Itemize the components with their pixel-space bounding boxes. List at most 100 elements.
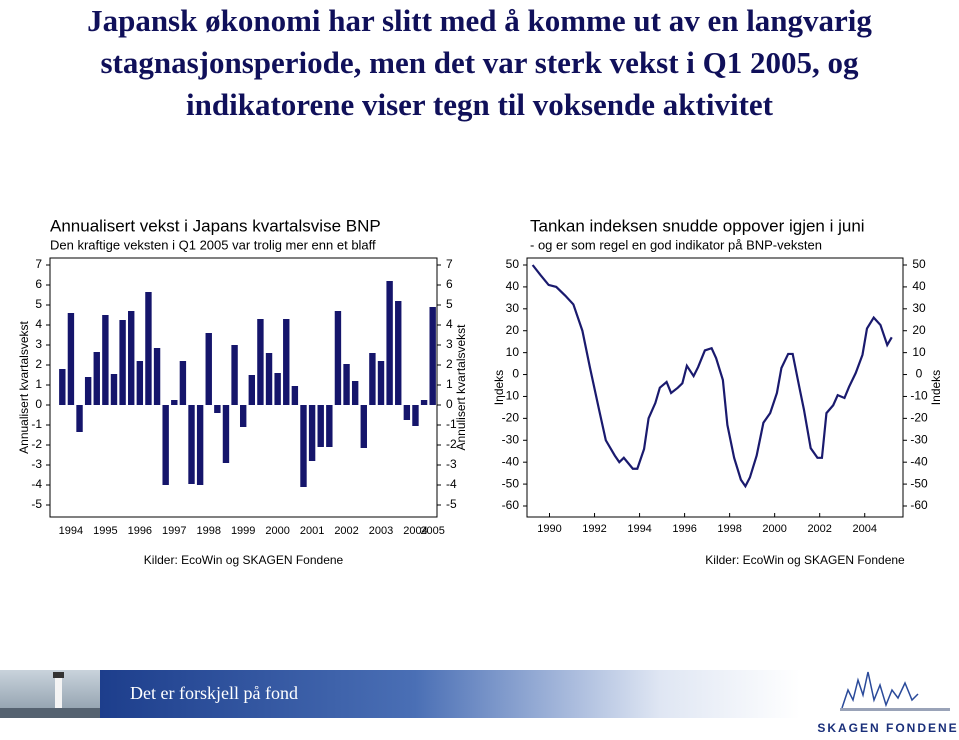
y-tick-label: -20 (502, 411, 520, 425)
bar (205, 333, 212, 405)
source: Kilder: EcoWin og SKAGEN Fondene (705, 553, 905, 567)
x-tick-label: 1995 (93, 525, 117, 537)
y-axis-title: Indeks (492, 370, 506, 405)
y-tick-label: 4 (35, 317, 42, 331)
y-tick-label: -5 (31, 497, 42, 511)
bar (110, 374, 118, 405)
y-tick-label: 30 (506, 301, 520, 315)
y2-axis-title: Indeks (929, 370, 943, 405)
logo-graph (841, 671, 919, 709)
bar (429, 307, 436, 405)
y-tick-label: 40 (506, 279, 520, 293)
y2-tick-label: 7 (446, 257, 453, 271)
y-tick-label: -2 (31, 437, 42, 451)
footer-logo: SKAGEN FONDENE (817, 721, 958, 735)
y2-tick-label: -50 (910, 476, 928, 490)
chart-subtitle: - og er som regel en god indikator på BN… (530, 237, 822, 252)
y2-axis-title: Annulisert kvartalsvekst (454, 324, 468, 451)
y-tick-label: -3 (31, 457, 42, 471)
footer: Det er forskjell på fond SKAGEN FONDENE (0, 670, 958, 735)
bar (317, 405, 324, 447)
lighthouse (55, 676, 62, 710)
bar (214, 405, 221, 413)
source: Kilder: EcoWin og SKAGEN Fondene (144, 553, 344, 567)
bar (265, 353, 273, 405)
x-tick-label: 1994 (59, 525, 83, 537)
y-tick-label: -60 (502, 498, 520, 512)
y-tick-label: 0 (512, 367, 519, 381)
x-tick-label: 2002 (334, 525, 358, 537)
x-tick-label: 2000 (265, 525, 289, 537)
bar (326, 405, 333, 447)
bar (102, 315, 109, 405)
y2-tick-label: 10 (912, 345, 926, 359)
bar (300, 405, 307, 487)
y-tick-label: -4 (31, 477, 42, 491)
bar (369, 353, 376, 405)
y2-tick-label: 0 (446, 397, 453, 411)
x-tick-label: 1997 (162, 525, 186, 537)
x-tick-label: 2004 (403, 525, 427, 537)
y-tick-label: 5 (35, 297, 42, 311)
x-tick-label: 1999 (231, 525, 255, 537)
y2-tick-label: -5 (446, 497, 457, 511)
bar (403, 405, 411, 420)
x-tick-label: 1998 (717, 523, 741, 535)
bar (308, 405, 316, 461)
bar (386, 281, 393, 405)
y2-tick-label: -2 (446, 437, 457, 451)
bar (360, 405, 367, 448)
x-tick-label: 1998 (196, 525, 220, 537)
chart-title: Tankan indeksen snudde oppover igjen i j… (530, 216, 865, 235)
bar (395, 301, 402, 405)
y2-tick-label: 6 (446, 277, 453, 291)
x-tick-label: 2005 (420, 525, 444, 537)
y2-tick-label: -10 (910, 389, 928, 403)
bar (377, 361, 385, 405)
y-tick-label: 20 (506, 323, 520, 337)
x-tick-label: 2002 (807, 523, 831, 535)
bar (412, 405, 419, 426)
y-tick-label: 3 (35, 337, 42, 351)
y-tick-label: 6 (35, 277, 42, 291)
plot-frame (49, 257, 438, 518)
x-tick-label: 1996 (128, 525, 152, 537)
y-tick-label: -10 (502, 389, 520, 403)
chart-subtitle: Den kraftige veksten i Q1 2005 var troli… (50, 237, 376, 252)
bar (59, 369, 66, 405)
bar (274, 373, 281, 405)
x-tick-label: 1994 (627, 523, 651, 535)
bar (188, 405, 195, 484)
y-tick-label: -50 (502, 476, 520, 490)
bar (257, 319, 264, 405)
y-tick-label: 7 (35, 257, 42, 271)
x-tick-label: 2003 (369, 525, 393, 537)
y2-tick-label: 5 (446, 297, 453, 311)
bar (283, 319, 290, 405)
y2-tick-label: 2 (446, 357, 453, 371)
bar (291, 386, 299, 405)
y-tick-label: 10 (506, 345, 520, 359)
y2-tick-label: -60 (910, 498, 928, 512)
title-line: indikatorene viser tegn til voksende akt… (186, 87, 773, 122)
bar (179, 361, 187, 405)
bar (196, 405, 204, 485)
bar (145, 292, 152, 405)
bar (162, 405, 169, 485)
y-tick-label: 0 (35, 397, 42, 411)
chart-title: Annualisert vekst i Japans kvartalsvise … (50, 216, 381, 235)
bar (136, 361, 144, 405)
y2-tick-label: -40 (910, 454, 928, 468)
y2-tick-label: -4 (446, 477, 457, 491)
bar (84, 377, 92, 405)
bar (351, 381, 359, 405)
y2-tick-label: -30 (910, 432, 928, 446)
bar (93, 352, 100, 405)
x-tick-label: 2000 (762, 523, 786, 535)
y-tick-label: 50 (506, 257, 520, 271)
y2-tick-label: 4 (446, 317, 453, 331)
y-tick-label: -40 (502, 454, 520, 468)
footer-band (100, 670, 800, 718)
